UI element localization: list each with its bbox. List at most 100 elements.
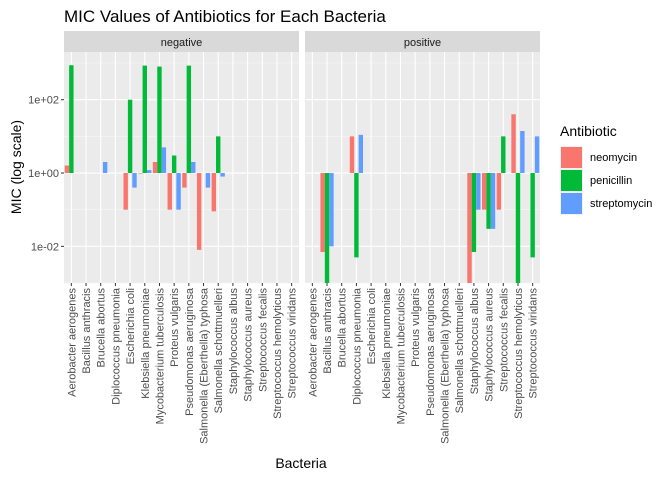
bar-streptomycin-pseudomonas-aeruginosa: [191, 161, 196, 174]
legend-label: streptomycin: [590, 198, 652, 210]
x-tick-label: Staphylococcus aureus: [243, 288, 255, 402]
x-tick-label: Streptococcus hemolyticus: [513, 288, 525, 419]
bar-neomycin-proteus-vulgaris: [167, 173, 172, 210]
x-tick-label: Aerobacter aerogenes: [66, 288, 78, 397]
bar-streptomycin-klebsiella-pneumoniae: [146, 170, 152, 174]
x-tick-label: Escherichia coli: [366, 288, 378, 364]
bar-penicillin-staphylococcus-albus: [471, 173, 477, 253]
x-tick-label: Proteus vulgaris: [410, 288, 422, 367]
bar-streptomycin-salmonella-schottmuelleri: [220, 173, 225, 177]
x-tick-label: Salmonella (Eberthella) typhosa: [440, 287, 452, 444]
bar-streptomycin-escherichia-coli: [132, 173, 137, 188]
x-tick-label: Streptococcus viridans: [287, 288, 299, 399]
bar-penicillin-salmonella-schottmuelleri: [216, 136, 221, 174]
y-axis-title: MIC (log scale): [8, 120, 24, 214]
x-tick-label: Bacillus anthracis: [322, 288, 334, 374]
x-tick-label: Proteus vulgaris: [169, 288, 181, 367]
x-tick-label: Brucella abortus: [96, 288, 108, 368]
facet-strip: [64, 31, 299, 52]
x-tick-label: Pseudomonas aeruginosa: [425, 287, 437, 416]
y-tick-label: 1e+00: [28, 168, 59, 180]
x-tick-label: Streptococcus fecalis: [257, 288, 269, 392]
bar-streptomycin-streptococcus-hemolyticus: [520, 131, 525, 174]
facet-strip: [305, 31, 540, 52]
bar-penicillin-klebsiella-pneumoniae: [142, 65, 147, 174]
x-axis-title: Bacteria: [275, 455, 327, 471]
y-tick-label: 1e-02: [31, 241, 59, 253]
x-tick-label: Aerobacter aerogenes: [307, 288, 319, 397]
bar-neomycin-mycobacterium-tuberculosis: [152, 161, 158, 174]
x-tick-label: Klebsiella pneumoniae: [140, 288, 152, 399]
bar-streptomycin-staphylococcus-albus: [476, 173, 481, 210]
bar-penicillin-diplococcus-pneumonia: [354, 173, 359, 258]
bar-neomycin-salmonella-schottmuelleri: [211, 173, 217, 212]
bar-neomycin-salmonella-eberthella-typhosa: [196, 173, 202, 250]
legend-swatch: [561, 170, 582, 191]
x-tick-label: Salmonella schottmuelleri: [213, 288, 225, 413]
bar-neomycin-escherichia-coli: [123, 173, 128, 210]
facet-panel-negative: negative Aerobacter aerogenes Bacillus ant…: [64, 31, 299, 444]
legend-swatch: [561, 193, 582, 214]
facet-strip-label: negative: [161, 37, 203, 49]
x-tick-label: Escherichia coli: [125, 288, 137, 364]
bar-streptomycin-staphylococcus-aureus: [490, 173, 496, 229]
x-tick-label: Diplococcus pneumonia: [110, 287, 122, 405]
x-tick-label: Streptococcus viridans: [528, 288, 540, 399]
bar-neomycin-staphylococcus-aureus: [481, 173, 487, 210]
x-tick-label: Mycobacterium tuberculosis: [154, 288, 166, 425]
x-tick-label: Staphylococcus albus: [228, 288, 240, 395]
bar-penicillin-escherichia-coli: [127, 99, 133, 174]
bar-penicillin-streptococcus-viridans: [530, 173, 535, 258]
panel-background: [64, 52, 299, 283]
bar-penicillin-bacillus-anthracis: [324, 173, 330, 283]
bar-streptomycin-bacillus-anthracis: [329, 173, 334, 247]
bar-penicillin-proteus-vulgaris: [171, 155, 177, 174]
legend-item-neomycin: neomycin: [560, 146, 637, 169]
y-tick-label: 1e+02: [28, 95, 59, 107]
bar-neomycin-klebsiella-pneumoniae: [138, 173, 143, 174]
x-tick-label: Salmonella (Eberthella) typhosa: [199, 287, 211, 444]
legend-label: neomycin: [590, 152, 637, 164]
bar-penicillin-mycobacterium-tuberculosis: [157, 66, 162, 174]
bar-streptomycin-salmonella-eberthella-typhosa: [205, 173, 211, 188]
y-axis: 1e-02 1e+00 1e+02: [28, 95, 64, 253]
bar-neomycin-streptococcus-fecalis: [496, 173, 502, 210]
bar-neomycin-staphylococcus-albus: [467, 173, 472, 283]
bar-streptomycin-streptococcus-viridans: [534, 136, 540, 174]
legend: Antibiotic neomycin penicillin streptomyci…: [560, 123, 652, 215]
legend-label: penicillin: [590, 175, 632, 187]
bar-neomycin-diplococcus-pneumonia: [349, 136, 355, 174]
bar-penicillin-pseudomonas-aeruginosa: [186, 65, 192, 174]
x-tick-label: Staphylococcus albus: [469, 288, 481, 395]
bar-streptomycin-proteus-vulgaris: [176, 173, 181, 210]
legend-item-penicillin: penicillin: [560, 169, 632, 192]
x-tick-label: Streptococcus fecalis: [498, 288, 510, 392]
bar-penicillin-staphylococcus-aureus: [486, 173, 491, 229]
bar-penicillin-streptococcus-hemolyticus: [515, 173, 521, 283]
chart-title: MIC Values of Antibiotics for Each Bacte…: [64, 7, 386, 26]
bar-streptomycin-brucella-abortus: [102, 161, 108, 174]
x-tick-label: Salmonella schottmuelleri: [454, 288, 466, 413]
bar-streptomycin-diplococcus-pneumonia: [358, 134, 364, 174]
bar-penicillin-streptococcus-fecalis: [501, 136, 506, 174]
bar-streptomycin-mycobacterium-tuberculosis: [161, 147, 167, 174]
x-tick-label: Bacillus anthracis: [81, 288, 93, 374]
legend-title: Antibiotic: [560, 123, 617, 139]
facet-strip-label: positive: [404, 37, 441, 49]
facet-panel-positive: positive Aerobacter aerogenes Bacillus ant…: [305, 31, 540, 444]
x-tick-label: Mycobacterium tuberculosis: [395, 288, 407, 425]
bar-neomycin-pseudomonas-aeruginosa: [182, 173, 187, 188]
x-tick-label: Streptococcus hemolyticus: [272, 288, 284, 419]
x-tick-label: Brucella abortus: [337, 288, 349, 368]
x-tick-label: Klebsiella pneumoniae: [381, 288, 393, 399]
x-tick-label: Staphylococcus aureus: [484, 288, 496, 402]
x-tick-label: Diplococcus pneumonia: [351, 287, 363, 405]
panel-background: [305, 52, 540, 283]
legend-item-streptomycin: streptomycin: [560, 192, 652, 215]
bar-neomycin-bacillus-anthracis: [320, 173, 325, 253]
legend-swatch: [561, 147, 582, 168]
bar-penicillin-aerobacter-aerogenes: [69, 65, 74, 174]
bar-neomycin-aerobacter-aerogenes: [64, 165, 70, 174]
